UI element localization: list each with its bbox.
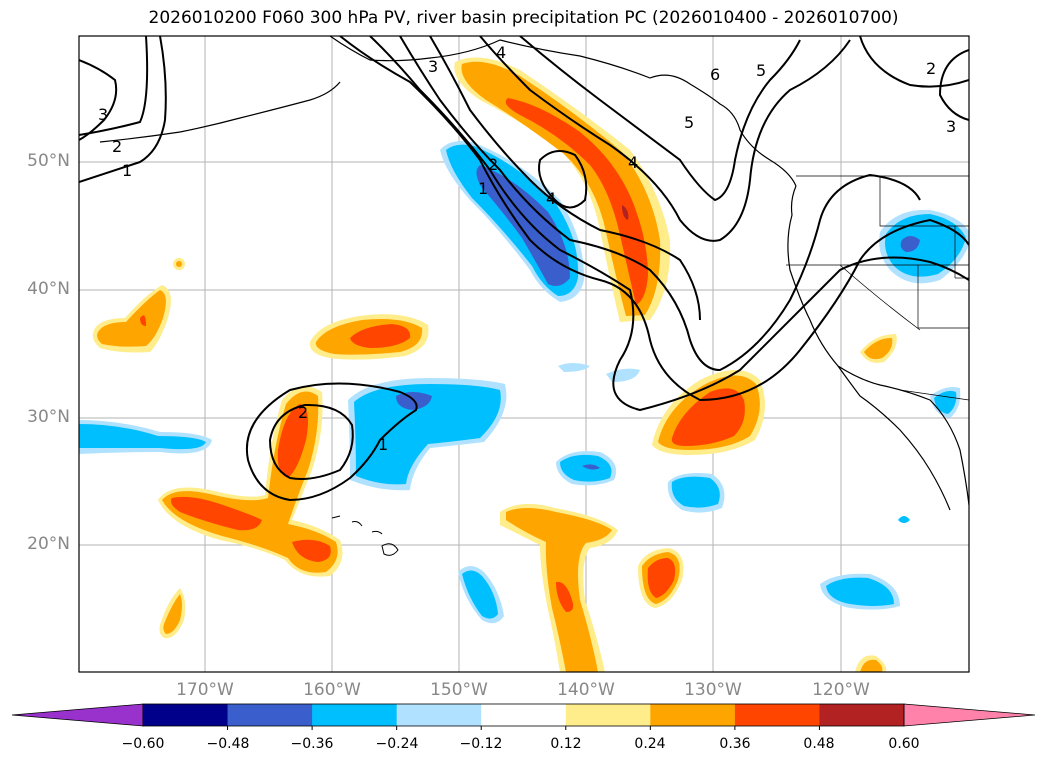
colorbar-box — [565, 704, 651, 726]
shade-negative-small-6 — [558, 363, 590, 372]
contour-label: 1 — [122, 161, 132, 180]
colorbar-box — [819, 704, 905, 726]
lat-label-20n: 20°N — [27, 534, 70, 554]
baja — [837, 365, 951, 511]
pv-contour-3-west — [79, 59, 118, 141]
colorbar-box — [650, 704, 736, 726]
colorbar-box — [734, 704, 820, 726]
map-background — [79, 36, 969, 672]
pv-contour-labels: 1 2 3 1 2 3 4 4 4 5 6 5 2 3 2 1 — [98, 43, 956, 454]
pv-contour-1-west — [79, 36, 167, 183]
colorbar-box — [143, 704, 229, 726]
colorbar-extend-high — [903, 703, 1036, 727]
lat-label-40n: 40°N — [27, 279, 70, 299]
contour-label: 5 — [684, 113, 694, 132]
contour-label: 6 — [710, 65, 720, 84]
shade-negative-small-8 — [898, 516, 910, 523]
shade-negative-west-edge-blue — [79, 424, 206, 450]
positive-anomaly-shading — [92, 57, 897, 672]
colorbar-box — [312, 704, 398, 726]
pv-contour-ne-right — [938, 49, 969, 121]
contour-label: 5 — [756, 61, 766, 80]
contour-label: 2 — [298, 403, 308, 422]
alaska-coast — [329, 36, 797, 187]
pv-contour-3-loop — [268, 403, 354, 480]
aleutians — [99, 81, 341, 143]
shade-positive-ne-pacific-red — [505, 98, 648, 305]
colorbar-tick: −0.48 — [206, 736, 250, 752]
lon-label-120w: 120°W — [812, 680, 870, 700]
colorbar-tick: 0.36 — [719, 736, 751, 752]
pv-contour-6-main — [519, 36, 801, 202]
contour-label: 2 — [112, 137, 122, 156]
contour-label: 4 — [496, 43, 506, 62]
colorbar-tick: 0.24 — [634, 736, 666, 752]
colorbar-box — [227, 704, 313, 726]
colorbar-tick: 0.48 — [803, 736, 835, 752]
pv-contour-1-main — [339, 36, 969, 402]
contour-label: 2 — [488, 155, 498, 174]
map-plot: 1 2 3 1 2 3 4 4 4 5 6 5 2 3 2 1 — [78, 35, 970, 673]
contour-label: 3 — [428, 57, 438, 76]
lon-label-160w: 160°W — [303, 680, 361, 700]
colorbar-tick: 0.12 — [550, 736, 582, 752]
contour-label: 2 — [926, 59, 936, 78]
contour-label: 4 — [628, 153, 638, 172]
shade-positive-far-west-orange — [97, 290, 166, 347]
colorbar-graphic — [11, 703, 1036, 730]
contour-label: 3 — [946, 117, 956, 136]
lon-label-140w: 140°W — [557, 680, 615, 700]
shade-positive-east-subtropic-red — [671, 388, 745, 446]
lon-label-170w: 170°W — [176, 680, 234, 700]
colorbar-box — [396, 704, 482, 726]
shade-positive-central-red — [350, 324, 411, 348]
page-title: 2026010200 F060 300 hPa PV, river basin … — [148, 8, 899, 28]
colorbar-tick: −0.36 — [290, 736, 334, 752]
colorbar-border — [142, 703, 905, 727]
pv-contour-5-main — [479, 36, 851, 242]
colorbar-tick: −0.12 — [459, 736, 503, 752]
contour-label: 1 — [378, 435, 388, 454]
pv-contours — [79, 36, 969, 502]
lat-label-30n: 30°N — [27, 407, 70, 427]
pv-contour-4-main — [429, 36, 701, 321]
hawaii-islands — [331, 515, 399, 556]
pv-contour-nw-corner-right — [859, 36, 969, 88]
shade-positive-west-subtropic-red — [171, 496, 262, 531]
pv-contour-loop-ne — [538, 150, 588, 209]
colorbar-tick: −0.60 — [121, 736, 165, 752]
shade-positive-far-west-red — [140, 315, 146, 326]
pv-contour-3-main — [399, 36, 921, 372]
colorbar-box — [481, 704, 567, 726]
lat-label-50n: 50°N — [27, 151, 70, 171]
colorbar: −0.60 −0.48 −0.36 −0.24 −0.12 0.12 0.24 … — [0, 700, 1047, 765]
shade-negative-central-blue — [354, 384, 501, 485]
shade-positive-ne-pacific-darkred — [622, 205, 629, 220]
colorbar-tick: 0.60 — [888, 736, 920, 752]
pv-contour-2-loop — [245, 382, 418, 502]
pv-contour-2-main — [369, 36, 969, 412]
contour-label: 3 — [98, 105, 108, 124]
coastlines — [99, 36, 969, 511]
lon-label-130w: 130°W — [684, 680, 742, 700]
colorbar-extend-low — [11, 703, 144, 727]
map-border — [78, 35, 970, 673]
shade-positive-ne-pacific-orange — [461, 61, 661, 316]
pv-contour-2-west — [79, 36, 149, 136]
colorbar-tick: −0.24 — [375, 736, 419, 752]
contour-label: 1 — [478, 179, 488, 198]
contour-label: 4 — [546, 189, 556, 208]
lon-label-150w: 150°W — [430, 680, 488, 700]
gridlines — [79, 36, 969, 672]
